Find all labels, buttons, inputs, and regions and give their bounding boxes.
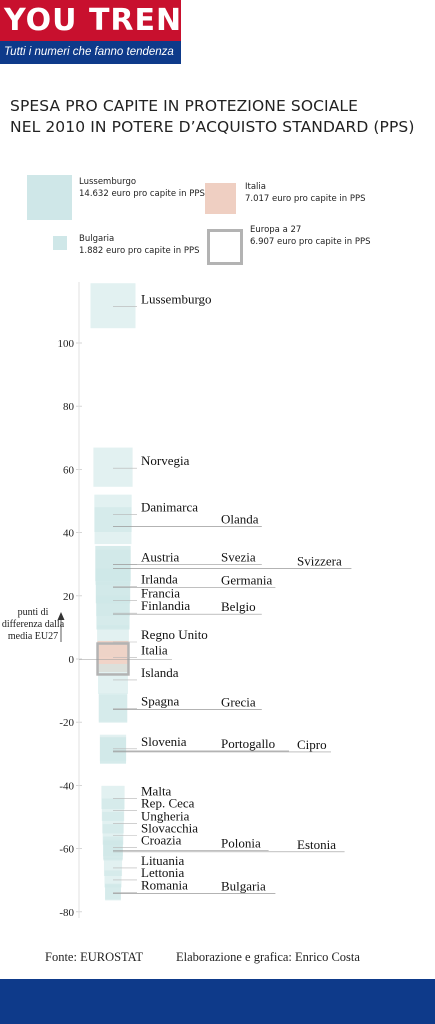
legend-bulgaria-value: 1.882 euro pro capite in PPS bbox=[79, 246, 200, 256]
country-label-lettonia: Lettonia bbox=[141, 865, 185, 880]
legend-italia-swatch bbox=[205, 183, 236, 214]
country-label-finlandia: Finlandia bbox=[141, 598, 190, 613]
country-label-spagna: Spagna bbox=[141, 694, 180, 709]
title-line-2: NEL 2010 IN POTERE D’ACQUISTO STANDARD (… bbox=[10, 118, 415, 136]
chart-title: SPESA PRO CAPITE IN PROTEZIONE SOCIALE N… bbox=[10, 96, 430, 138]
square-islanda bbox=[98, 663, 128, 694]
legend-eu27-name: Europa a 27 bbox=[250, 225, 302, 235]
y-axis-label-line: differenza dalla bbox=[2, 619, 65, 630]
y-tick-label: 20 bbox=[63, 591, 75, 603]
footer-credit: Elaborazione e grafica: Enrico Costa bbox=[176, 950, 360, 964]
legend-italia-name: Italia bbox=[245, 182, 266, 192]
country-label-francia: Francia bbox=[141, 585, 180, 600]
y-tick-label: 100 bbox=[58, 338, 75, 350]
y-tick-label: -60 bbox=[59, 844, 74, 856]
y-axis-label-line: punti di bbox=[18, 607, 49, 618]
country-label-cipro: Cipro bbox=[297, 737, 327, 752]
logo-tagline: Tutti i numeri che fanno tendenza bbox=[0, 41, 181, 64]
country-label-rep-ceca: Rep. Ceca bbox=[141, 796, 195, 811]
legend-eu27-value: 6.907 euro pro capite in PPS bbox=[250, 237, 371, 247]
square-lettonia bbox=[104, 870, 122, 888]
country-label-slovacchia: Slovacchia bbox=[141, 820, 198, 835]
bottom-bar bbox=[0, 979, 435, 1024]
legend-eu27-swatch bbox=[207, 229, 243, 265]
country-label-belgio: Belgio bbox=[221, 599, 256, 614]
country-label-italia: Italia bbox=[141, 642, 168, 657]
y-tick-label: 40 bbox=[63, 528, 75, 540]
legend-lux-value: 14.632 euro pro capite in PPS bbox=[79, 189, 205, 199]
country-label-lussemburgo: Lussemburgo bbox=[141, 292, 212, 307]
country-label-polonia: Polonia bbox=[221, 836, 261, 851]
country-label-malta: Malta bbox=[141, 783, 172, 798]
legend-lux-swatch bbox=[27, 175, 72, 220]
country-label-romania: Romania bbox=[141, 878, 188, 893]
y-tick-label: -80 bbox=[59, 907, 74, 919]
country-label-croazia: Croazia bbox=[141, 832, 182, 847]
country-label-slovenia: Slovenia bbox=[141, 734, 187, 749]
country-label-svizzera: Svizzera bbox=[297, 553, 342, 568]
y-tick-label: 80 bbox=[63, 401, 75, 413]
square-lussemburgo bbox=[90, 283, 136, 329]
logo: YOU TREND Tutti i numeri che fanno tende… bbox=[0, 0, 181, 64]
country-label-bulgaria: Bulgaria bbox=[221, 879, 266, 894]
country-label-portogallo: Portogallo bbox=[221, 736, 275, 751]
country-label-olanda: Olanda bbox=[221, 512, 259, 527]
y-tick-label: -40 bbox=[59, 780, 74, 792]
title-line-1: SPESA PRO CAPITE IN PROTEZIONE SOCIALE bbox=[10, 97, 359, 115]
chart-plot: 100 80 60 40 20 0 -20 -40 -60 -80 Lussemburgo Norv… bbox=[2, 282, 352, 919]
legend-bulgaria-name: Bulgaria bbox=[79, 234, 115, 244]
country-label-grecia: Grecia bbox=[221, 695, 256, 710]
y-axis-label-line: media EU27 bbox=[8, 631, 58, 642]
square-olanda bbox=[94, 507, 132, 545]
y-axis-arrow-head bbox=[57, 612, 65, 620]
country-label-svezia: Svezia bbox=[221, 550, 256, 565]
legend-bulgaria: Bulgaria 1.882 euro pro capite in PPS bbox=[79, 233, 199, 257]
country-label-estonia: Estonia bbox=[297, 837, 336, 852]
y-tick-label: 60 bbox=[63, 464, 75, 476]
country-label-lituania: Lituania bbox=[141, 853, 185, 868]
country-label-danimarca: Danimarca bbox=[141, 499, 198, 514]
country-label-germania: Germania bbox=[221, 572, 272, 587]
country-label-austria: Austria bbox=[141, 550, 180, 565]
country-label-irlanda: Irlanda bbox=[141, 572, 178, 587]
y-tick-label: -20 bbox=[59, 717, 74, 729]
country-label-regno-unito: Regno Unito bbox=[141, 627, 208, 642]
legend-italia: Italia 7.017 euro pro capite in PPS bbox=[245, 181, 365, 205]
y-tick-label: 0 bbox=[69, 654, 75, 666]
square-norvegia bbox=[93, 447, 133, 487]
logo-brand: YOU TREND bbox=[0, 0, 181, 41]
legend-bulgaria-swatch bbox=[53, 236, 67, 250]
legend-lux: Lussemburgo 14.632 euro pro capite in PP… bbox=[79, 176, 205, 200]
eu27-reference-square bbox=[96, 642, 130, 676]
legend-eu27: Europa a 27 6.907 euro pro capite in PPS bbox=[250, 224, 370, 248]
legend-lux-name: Lussemburgo bbox=[79, 177, 137, 187]
country-label-ungheria: Ungheria bbox=[141, 809, 190, 824]
country-label-islanda: Islanda bbox=[141, 665, 179, 680]
footer-source: Fonte: EUROSTAT bbox=[45, 950, 143, 964]
country-label-norvegia: Norvegia bbox=[141, 453, 190, 468]
legend-italia-value: 7.017 euro pro capite in PPS bbox=[245, 194, 366, 204]
